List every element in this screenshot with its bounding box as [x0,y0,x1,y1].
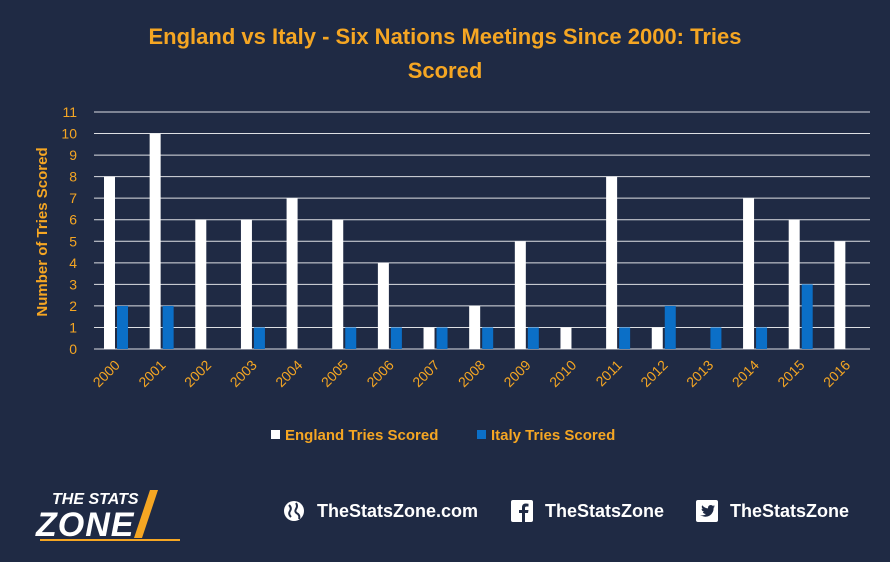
y-tick-label: 10 [61,126,77,142]
website-link[interactable]: TheStatsZone.com [283,500,478,522]
bar-england-2006 [377,262,389,349]
x-tick-label: 2006 [363,357,396,390]
legend: England Tries Scored Italy Tries Scored [271,427,615,444]
x-tick-label: 2000 [90,357,123,390]
chart: England vs Italy - Six Nations Meetings … [34,24,870,444]
bar-italy-2007 [436,327,448,349]
bar-italy-2000 [117,305,128,349]
facebook-link[interactable]: TheStatsZone [511,500,664,522]
footer: THE STATS ZONE TheStatsZone.com TheStats… [0,470,890,562]
bar-italy-2009 [527,327,539,349]
x-tick-label: 2001 [135,357,168,390]
legend-swatch-england [271,430,280,439]
logo-top-text: THE STATS [52,491,139,508]
bar-italy-2012 [664,305,676,349]
x-tick-label: 2003 [227,357,260,390]
bars [104,133,846,349]
x-tick-label: 2009 [500,357,533,390]
bar-england-2011 [606,176,618,349]
bar-england-2008 [469,305,481,349]
y-tick-label: 7 [69,190,77,206]
y-tick-label: 1 [69,319,77,335]
bar-italy-2005 [345,327,357,349]
bar-italy-2006 [390,327,402,349]
y-tick-label: 11 [62,104,77,120]
website-text: TheStatsZone.com [317,500,479,521]
x-tick-label: 2005 [318,357,351,390]
bar-italy-2014 [756,327,768,349]
y-tick-label: 2 [69,298,77,314]
twitter-link[interactable]: TheStatsZone [696,500,849,522]
chart-title-line-1: England vs Italy - Six Nations Meetings … [149,24,742,49]
facebook-icon [511,500,533,522]
y-tick-label: 3 [69,276,77,292]
bar-england-2016 [834,241,846,349]
bar-italy-2011 [619,327,631,349]
x-tick-label: 2007 [409,357,442,390]
stats-zone-logo: THE STATS ZONE [35,490,180,542]
chart-title-line-2: Scored [408,58,483,83]
y-tick-label: 9 [69,147,77,163]
x-tick-label: 2013 [683,357,716,390]
legend-label-italy: Italy Tries Scored [491,427,615,444]
bar-england-2010 [560,327,572,349]
twitter-text: TheStatsZone [730,500,850,521]
bar-italy-2013 [710,327,722,349]
bar-england-2009 [514,241,526,349]
bar-italy-2001 [162,305,174,349]
logo-swoosh-icon [134,490,158,538]
bar-england-2001 [149,133,161,349]
legend-label-england: England Tries Scored [285,427,438,444]
x-tick-labels: 2000 2001 2002 2003 2004 2005 2006 2007 2008 2009… [90,357,854,390]
legend-swatch-italy [477,430,486,439]
bar-england-2002 [195,219,207,349]
x-tick-label: 2016 [820,357,853,390]
gridlines [94,111,870,350]
y-tick-label: 4 [69,255,77,271]
facebook-text: TheStatsZone [545,500,665,521]
logo-bottom-text: ZONE [35,506,135,542]
y-tick-label: 0 [69,341,77,357]
bar-england-2007 [423,327,435,349]
y-tick-label: 5 [69,233,77,249]
chart-title: England vs Italy - Six Nations Meetings … [149,24,742,83]
y-tick-label: 8 [69,169,77,185]
x-tick-label: 2014 [729,357,762,390]
bar-italy-2003 [253,327,265,349]
bar-england-2004 [286,198,298,349]
twitter-icon [696,500,718,522]
x-tick-label: 2002 [181,357,214,390]
x-tick-label: 2011 [592,357,625,390]
bar-italy-2008 [482,327,494,349]
bar-england-2005 [332,219,344,349]
x-tick-label: 2012 [637,357,670,390]
y-axis-label: Number of Tries Scored [34,147,51,316]
y-tick-label: 6 [69,212,77,228]
bar-england-2003 [240,219,252,349]
x-tick-label: 2010 [546,357,579,390]
bar-england-2012 [651,327,663,349]
bar-italy-2015 [801,284,813,349]
bar-england-2014 [743,198,755,349]
bar-england-2000 [104,176,115,349]
globe-icon [284,501,304,521]
bar-england-2015 [788,219,800,349]
y-tick-labels: 0 1 2 3 4 5 6 7 8 9 10 11 [61,104,77,357]
x-tick-label: 2004 [272,357,305,390]
x-tick-label: 2015 [774,357,807,390]
x-tick-label: 2008 [455,357,488,390]
